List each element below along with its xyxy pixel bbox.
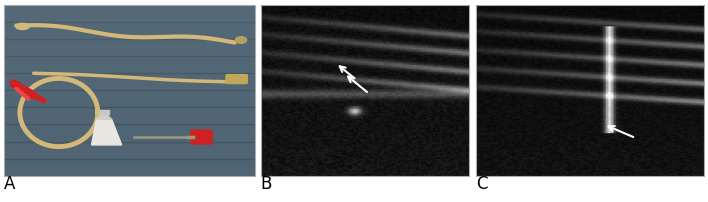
Bar bbox=[4, 108, 255, 125]
Bar bbox=[4, 57, 255, 74]
Bar bbox=[4, 91, 255, 108]
Bar bbox=[4, 125, 255, 142]
Bar bbox=[4, 142, 255, 159]
FancyBboxPatch shape bbox=[226, 75, 247, 84]
Bar bbox=[4, 159, 255, 176]
Text: B: B bbox=[261, 174, 272, 192]
Polygon shape bbox=[96, 115, 112, 120]
Ellipse shape bbox=[235, 38, 246, 44]
Text: A: A bbox=[4, 174, 15, 192]
Bar bbox=[4, 6, 255, 23]
Bar bbox=[4, 23, 255, 40]
Bar bbox=[4, 40, 255, 57]
Text: C: C bbox=[476, 174, 487, 192]
Bar bbox=[4, 74, 255, 91]
Polygon shape bbox=[91, 120, 122, 145]
FancyBboxPatch shape bbox=[190, 130, 212, 144]
Bar bbox=[99, 110, 109, 115]
